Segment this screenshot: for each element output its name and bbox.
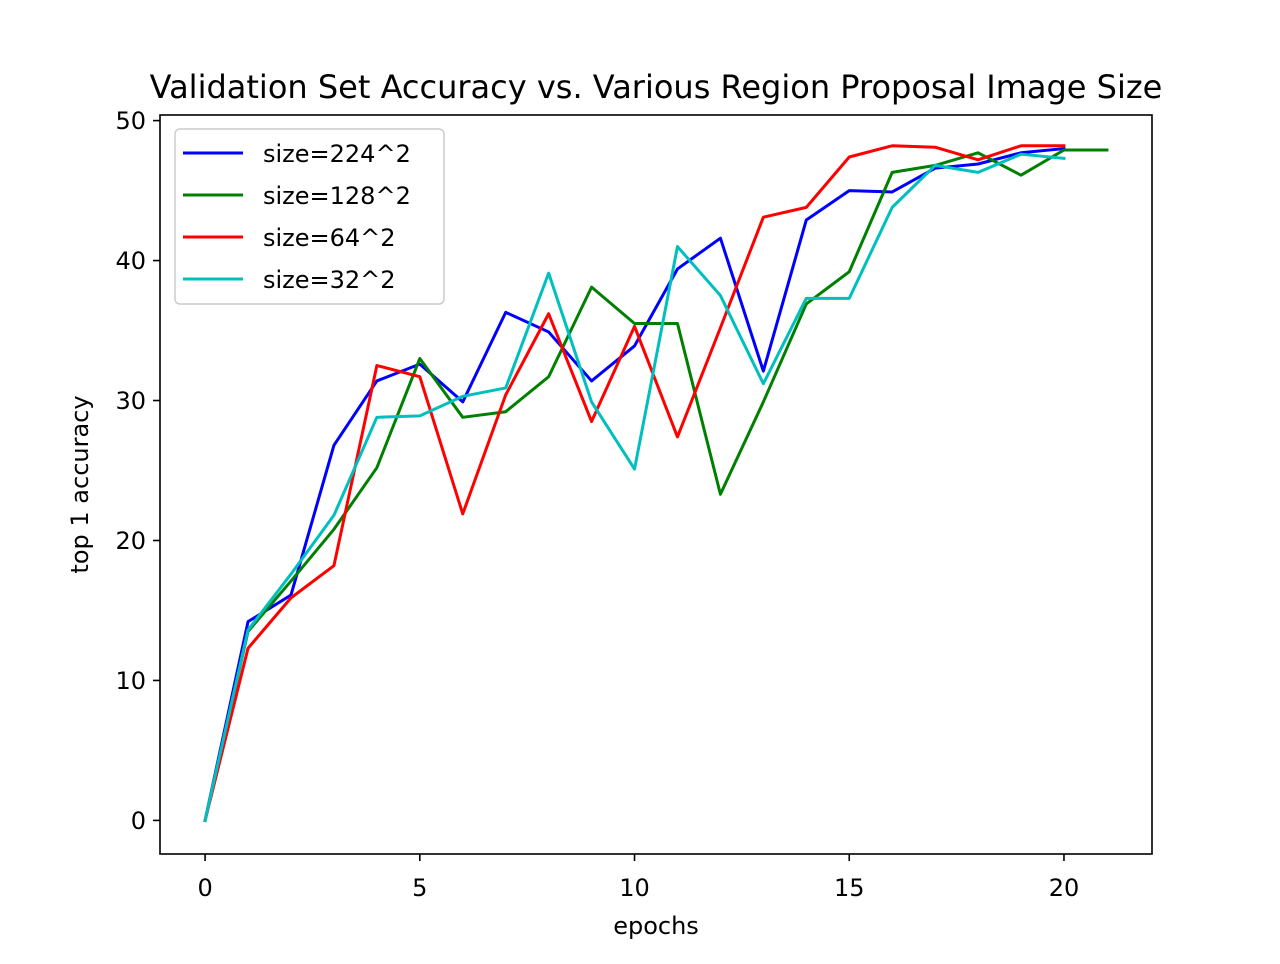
- series-line-2: [203, 144, 1066, 823]
- y-tick-label-2: 20: [115, 527, 146, 555]
- legend-label-0: size=224^2: [263, 140, 411, 168]
- x-axis-label: epochs: [613, 912, 699, 940]
- x-tick-label-0: 0: [197, 874, 212, 902]
- x-tick-label-4: 20: [1049, 874, 1080, 902]
- x-tick-label-3: 15: [834, 874, 865, 902]
- x-tick-label-1: 5: [412, 874, 427, 902]
- y-axis-label: top 1 accuracy: [66, 395, 94, 573]
- legend-label-2: size=64^2: [263, 224, 396, 252]
- series-layer: [203, 144, 1109, 823]
- y-tick-label-0: 0: [131, 807, 146, 835]
- x-axis-ticks: 0 5 10 15 20: [197, 854, 1079, 902]
- legend-label-3: size=32^2: [263, 266, 396, 294]
- chart-title: Validation Set Accuracy vs. Various Regi…: [150, 68, 1163, 106]
- plot-area: 0 5 10 15 20 0 10 20 30 40 50: [115, 107, 1153, 902]
- legend: size=224^2 size=128^2 size=64^2 size=32^2: [174, 128, 445, 305]
- series-line-3: [203, 152, 1066, 823]
- y-tick-label-3: 30: [115, 387, 146, 415]
- legend-box: [174, 128, 445, 305]
- axes-frame: [159, 114, 1153, 855]
- legend-entries: size=224^2 size=128^2 size=64^2 size=32^2: [183, 140, 411, 294]
- series-line-0: [203, 146, 1066, 823]
- y-tick-label-1: 10: [115, 667, 146, 695]
- series-line-1: [203, 148, 1109, 823]
- legend-label-1: size=128^2: [263, 182, 411, 210]
- y-axis-ticks: 0 10 20 30 40 50: [115, 107, 160, 835]
- y-tick-label-4: 40: [115, 247, 146, 275]
- x-tick-label-2: 10: [619, 874, 650, 902]
- y-tick-label-5: 50: [115, 107, 146, 135]
